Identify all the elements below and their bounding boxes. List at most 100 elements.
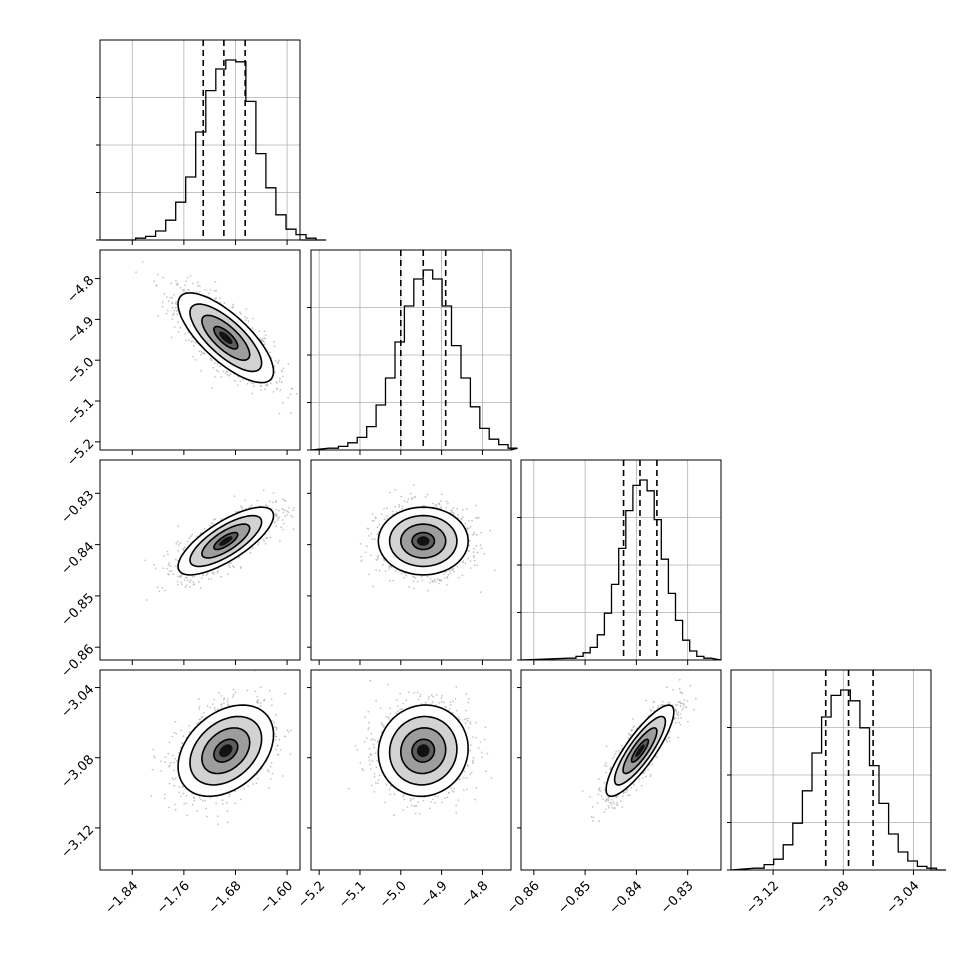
scatter-point [164,756,167,758]
scatter-point [384,570,387,572]
scatter-point [154,567,157,570]
scatter-point [440,506,442,508]
scatter-point [176,282,179,285]
y-tick-label: −5.0 [64,355,97,388]
scatter-point [170,336,173,339]
scatter-point [267,770,270,773]
scatter-point [451,511,454,514]
scatter-point [452,507,455,509]
scatter-point [262,538,265,541]
scatter-point [272,391,275,393]
scatter-point [251,392,254,395]
scatter-point [401,505,404,508]
scatter-point [168,570,171,572]
scatter-point [461,574,464,577]
contour-line [177,506,275,576]
scatter-point [219,301,222,304]
panel-content [144,489,295,601]
scatter-point [199,587,202,589]
scatter-point [194,341,197,344]
scatter-point [197,721,200,724]
scatter-point [282,522,285,525]
scatter-point [256,695,259,698]
scatter-point [167,553,169,556]
scatter-point [489,529,491,532]
scatter-point [233,566,236,568]
scatter-point [172,573,175,576]
scatter-point [476,517,479,520]
scatter-point [438,582,441,585]
scatter-point [440,579,442,582]
scatter-point [370,532,373,535]
scatter-point [262,489,265,492]
scatter-point [398,503,401,506]
scatter-point [263,337,265,339]
scatter-point [284,692,286,695]
scatter-point [274,521,277,523]
scatter-point [434,504,437,507]
scatter-point [144,559,147,562]
scatter-point [376,555,379,558]
scatter-point [468,550,471,552]
scatter-point [407,498,410,500]
scatter-point [409,492,412,495]
scatter-point [169,565,172,567]
scatter-point [196,535,198,538]
scatter-point [170,570,173,572]
scatter-point [204,799,207,802]
scatter-point [444,577,446,579]
scatter-point [160,770,163,772]
scatter-point [185,794,188,797]
y-tick-label: −0.86 [59,642,98,681]
scatter-point [283,499,286,501]
scatter-point [240,312,243,315]
scatter-point [249,551,252,554]
scatter-point [203,352,206,355]
scatter-point [414,577,417,579]
scatter-point [279,377,281,380]
scatter-point [233,379,236,382]
scatter-point [473,531,475,534]
scatter-point [188,586,191,588]
scatter-point [155,284,158,287]
scatter-point [440,493,443,495]
scatter-point [268,500,271,503]
scatter-point [460,517,463,520]
scatter-point [185,339,188,342]
scatter-point [185,802,188,805]
scatter-point [201,716,203,719]
scatter-point [157,315,160,317]
scatter-point [192,340,194,343]
scatter-point [183,546,186,549]
scatter-point [239,567,242,570]
scatter-point [366,545,368,548]
scatter-point [264,343,266,345]
scatter-point [275,513,278,516]
scatter-point [378,570,381,572]
scatter-point [377,557,379,560]
scatter-point [429,577,432,580]
scatter-point [213,290,216,292]
contour-line [388,514,458,568]
scatter-point [478,516,480,519]
scatter-point [447,573,450,576]
scatter-point [221,803,224,805]
scatter-point [424,496,427,498]
scatter-point [190,340,193,343]
scatter-point [376,533,379,535]
scatter-point [191,576,194,578]
scatter-point [216,823,219,826]
scatter-point [221,799,224,802]
scatter-point [449,572,452,575]
scatter-point [412,580,415,583]
scatter-point [225,801,228,804]
scatter-point [258,330,261,333]
scatter-point [192,355,195,358]
scatter-point [176,284,179,287]
scatter-point [210,359,213,362]
scatter-point [292,509,294,511]
scatter-point [196,284,199,287]
scatter-point [199,290,201,293]
panel-content [135,261,298,415]
scatter-point [452,512,455,515]
